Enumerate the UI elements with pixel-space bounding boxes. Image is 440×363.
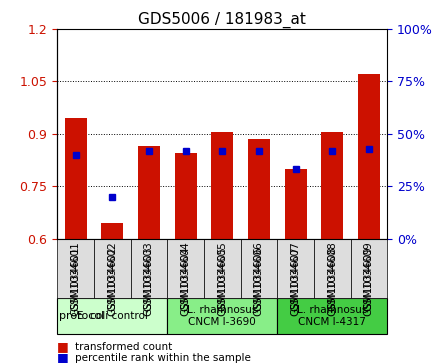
FancyBboxPatch shape [57,298,167,334]
Text: GSM1034605: GSM1034605 [217,246,227,316]
FancyBboxPatch shape [314,239,351,298]
Bar [211,132,233,239]
FancyBboxPatch shape [204,239,241,298]
Text: transformed count: transformed count [75,342,172,352]
FancyBboxPatch shape [241,239,277,298]
Text: GSM1034603: GSM1034603 [144,241,154,311]
FancyBboxPatch shape [94,239,131,298]
Text: percentile rank within the sample: percentile rank within the sample [75,352,251,363]
Title: GDS5006 / 181983_at: GDS5006 / 181983_at [138,12,306,28]
FancyBboxPatch shape [277,239,314,298]
Text: GSM1034602: GSM1034602 [107,241,117,311]
Text: GSM1034601: GSM1034601 [70,241,81,311]
Text: ■: ■ [57,351,69,363]
Bar [358,74,380,239]
Bar [248,139,270,239]
Text: protocol: protocol [59,311,104,321]
Text: ■: ■ [57,340,69,353]
Bar [101,223,123,239]
Text: GSM1034602: GSM1034602 [107,246,117,316]
Text: E. coli control: E. coli control [77,311,148,321]
Text: GSM1034609: GSM1034609 [364,241,374,311]
FancyBboxPatch shape [131,239,167,298]
FancyBboxPatch shape [57,239,94,298]
Text: GSM1034603: GSM1034603 [144,246,154,316]
Bar [321,132,343,239]
Text: GSM1034608: GSM1034608 [327,246,337,316]
Text: GSM1034607: GSM1034607 [290,246,301,316]
FancyBboxPatch shape [167,239,204,298]
Bar [65,118,87,239]
FancyBboxPatch shape [167,298,277,334]
Text: GSM1034601: GSM1034601 [70,246,81,316]
Text: GSM1034606: GSM1034606 [254,241,264,311]
FancyBboxPatch shape [351,239,387,298]
Text: GSM1034605: GSM1034605 [217,241,227,311]
Bar [285,169,307,239]
Text: GSM1034607: GSM1034607 [290,241,301,311]
Text: GSM1034609: GSM1034609 [364,246,374,316]
FancyBboxPatch shape [277,298,387,334]
Text: L. rhamnosus
CNCM I-3690: L. rhamnosus CNCM I-3690 [187,305,257,327]
Text: GSM1034606: GSM1034606 [254,246,264,316]
Text: GSM1034604: GSM1034604 [180,246,191,316]
Text: GSM1034604: GSM1034604 [180,241,191,311]
Text: GSM1034608: GSM1034608 [327,241,337,311]
Text: L. rhamnosus
CNCM I-4317: L. rhamnosus CNCM I-4317 [297,305,367,327]
Bar [138,146,160,239]
Bar [175,153,197,239]
